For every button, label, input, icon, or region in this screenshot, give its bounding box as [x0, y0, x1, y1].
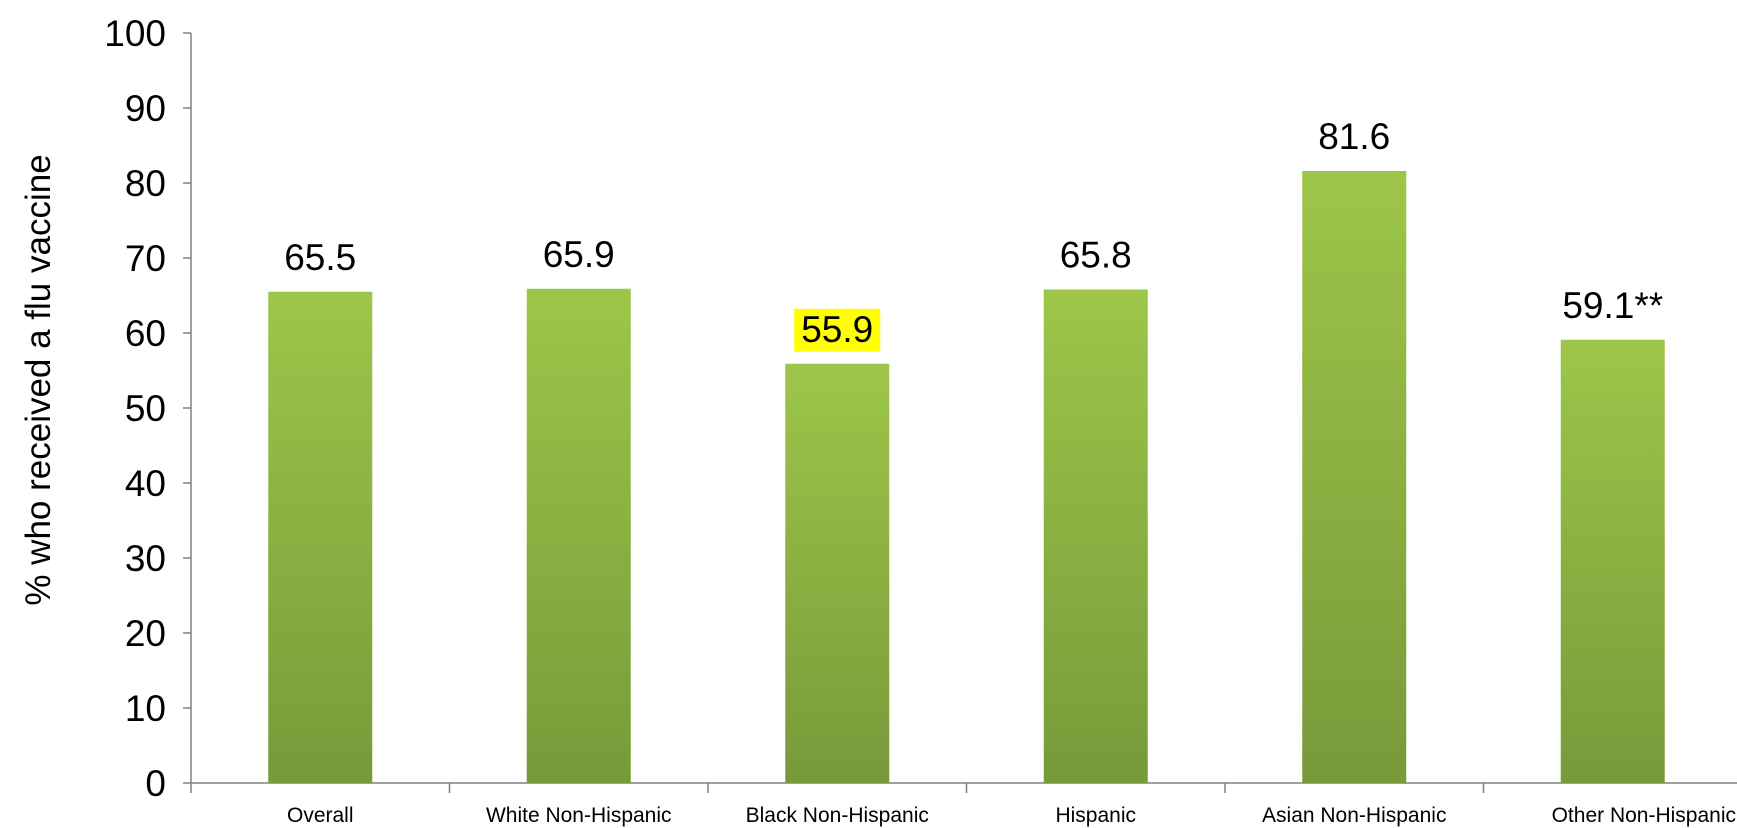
bars-group: [268, 171, 1665, 783]
y-tick-label: 80: [125, 163, 166, 204]
y-axis: 0 10 20 30 40 50 60 70 80 90 100: [104, 13, 192, 804]
y-tick-label: 10: [125, 688, 166, 729]
data-label: 65.8: [1060, 235, 1132, 276]
y-tick-label: 60: [125, 313, 166, 354]
x-tick-label: Asian Non-Hispanic: [1262, 804, 1446, 827]
bar: [526, 288, 631, 783]
y-tick-label: 40: [125, 463, 166, 504]
data-label: 81.6: [1318, 116, 1390, 157]
bar: [1560, 339, 1665, 783]
bar: [1302, 171, 1407, 783]
x-tick-label: Overall: [287, 804, 354, 827]
y-tick-label: 0: [145, 763, 166, 804]
y-tick-label: 90: [125, 88, 166, 129]
data-label-highlight: [794, 308, 881, 352]
y-tick-label: 20: [125, 613, 166, 654]
bar: [785, 363, 890, 783]
y-tick-label: 30: [125, 538, 166, 579]
data-labels-group: 65.5 65.9 55.9 65.8 81.6 59.1**: [284, 116, 1663, 352]
y-tick-label: 100: [104, 13, 166, 54]
x-tick-label: Hispanic: [1055, 804, 1136, 827]
data-label: 59.1**: [1562, 285, 1663, 326]
x-tick-label: Black Non-Hispanic: [746, 804, 929, 827]
bar: [1043, 289, 1148, 783]
y-axis-label: % who received a flu vaccine: [19, 154, 58, 605]
bar: [268, 291, 373, 783]
x-tick-label: White Non-Hispanic: [486, 804, 672, 827]
data-label: 65.5: [284, 237, 356, 278]
data-label: 65.9: [543, 234, 615, 275]
x-axis: Overall White Non-Hispanic Black Non-Hispa…: [190, 782, 1737, 827]
y-tick-label: 70: [125, 238, 166, 279]
data-label: 55.9: [801, 309, 873, 350]
x-tick-label: Other Non-Hispanic: [1552, 804, 1736, 827]
y-tick-label: 50: [125, 388, 166, 429]
